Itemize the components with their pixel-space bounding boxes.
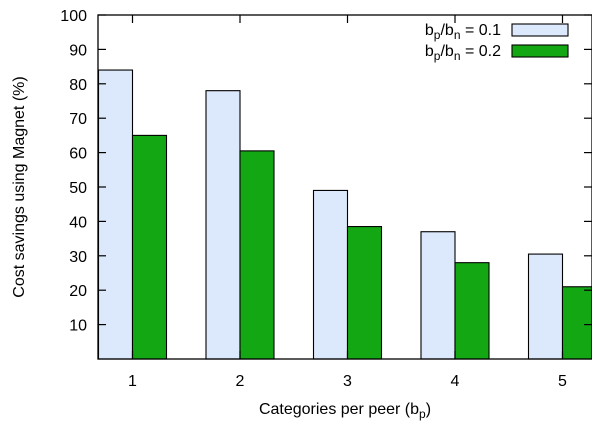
bar-series2-cat1 — [131, 134, 168, 360]
legend-swatch-series2 — [511, 44, 569, 58]
x-tick-label-2: 2 — [236, 373, 245, 390]
y-tick-label-60: 60 — [69, 146, 87, 163]
y-tick-label-80: 80 — [69, 77, 87, 94]
bar-series2-cat3 — [346, 226, 383, 360]
ticks-layer: 1 2 3 4 5 10 20 30 40 50 60 70 80 90 100 — [60, 8, 592, 390]
legend: bp/bn = 0.1bp/bn = 0.2 — [425, 22, 569, 63]
x-tick-label-1: 1 — [128, 373, 137, 390]
legend-swatch-series1 — [511, 23, 569, 37]
bars-layer — [97, 69, 592, 360]
y-tick-label-100: 100 — [60, 8, 87, 25]
bar-series1-cat1 — [97, 69, 134, 360]
x-axis-title-main: Categories per peer (b — [259, 401, 419, 418]
y-tick-label-90: 90 — [69, 42, 87, 59]
bar-series2-cat2 — [239, 150, 275, 360]
bar-series2-cat5 — [561, 286, 592, 360]
legend-label-series2: bp/bn = 0.2 — [425, 43, 501, 63]
y-tick-label-70: 70 — [69, 111, 87, 128]
x-axis-title-subscript: p — [419, 407, 426, 421]
x-axis-title: Categories per peer (bp) — [259, 401, 431, 421]
y-tick-label-20: 20 — [69, 283, 87, 300]
x-axis-title-close: ) — [426, 401, 431, 418]
x-tick-label-4: 4 — [451, 373, 460, 390]
bar-series2-cat4 — [454, 262, 490, 360]
legend-label-series1: bp/bn = 0.1 — [425, 22, 501, 42]
bar-series1-cat4 — [420, 231, 456, 360]
x-tick-label-5: 5 — [558, 373, 567, 390]
bar-series1-cat3 — [312, 189, 349, 360]
y-tick-label-40: 40 — [69, 214, 87, 231]
y-tick-label-30: 30 — [69, 249, 87, 266]
x-tick-label-3: 3 — [343, 373, 352, 390]
y-tick-label-50: 50 — [69, 180, 87, 197]
y-axis-title: Cost savings using Magnet (%) — [11, 76, 28, 297]
bar-series1-cat2 — [205, 90, 241, 360]
bar-series1-cat5 — [527, 253, 564, 360]
y-tick-label-10: 10 — [69, 318, 87, 335]
